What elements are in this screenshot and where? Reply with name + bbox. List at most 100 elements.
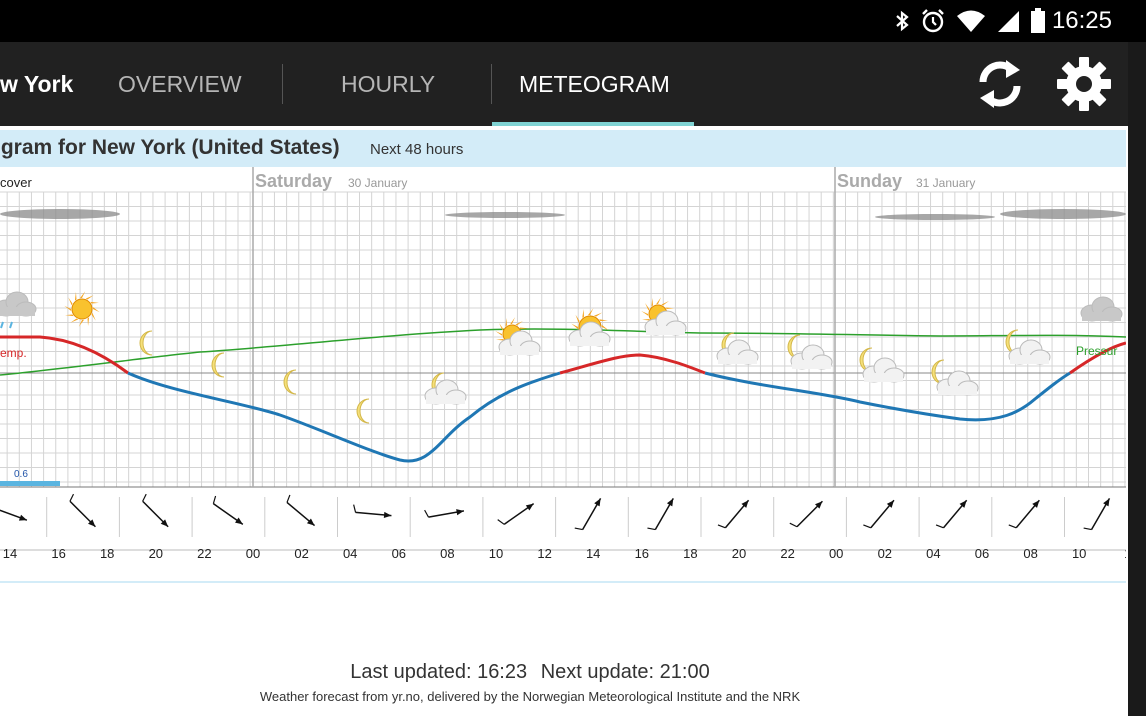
wind-barb	[353, 504, 357, 513]
wind-head	[594, 498, 601, 507]
status-bar: 16:25	[0, 0, 1146, 42]
wind-row	[0, 493, 1111, 537]
cloud-icon	[790, 344, 833, 370]
meteogram-header: ogram for New York (United States) Next …	[0, 130, 1126, 167]
sun-ray	[505, 317, 507, 327]
data-source-credit: Weather forecast from yr.no, delivered b…	[259, 689, 801, 704]
chart-bottom-border	[0, 581, 1126, 583]
update-info: Last updated: 16:23 Next update: 21:00	[0, 661, 1060, 684]
wifi-icon	[957, 10, 985, 32]
hour-tick-label: 02	[294, 546, 308, 561]
status-icons	[894, 8, 1046, 34]
wind-barb	[863, 524, 872, 529]
day-headers: Saturday 30 January Sunday 31 January	[255, 171, 975, 191]
location-tab[interactable]: w York	[0, 71, 74, 97]
refresh-icon[interactable]	[972, 56, 1028, 112]
next-update: Next update: 21:00	[540, 661, 710, 683]
sun-ray	[651, 297, 653, 307]
tab-hourly[interactable]: HOURLY	[341, 71, 436, 97]
hour-tick-label: 1	[1124, 546, 1126, 561]
last-updated: Last updated: 16:23	[350, 661, 528, 683]
sun-ray	[571, 323, 579, 330]
sun-ray	[641, 310, 649, 316]
tab-overview[interactable]: OVERVIEW	[118, 71, 242, 97]
cloud-cover-band	[0, 209, 120, 219]
cloud-icon	[936, 370, 979, 396]
wind-barb	[717, 524, 726, 529]
hour-tick-label: 20	[149, 546, 163, 561]
app-bar: w York OVERVIEW HOURLY METEOGRAM	[0, 42, 1128, 126]
sun-ray	[499, 323, 504, 331]
wind-barb	[1008, 524, 1017, 529]
sun-ray	[599, 319, 608, 321]
hour-tick-label: 22	[780, 546, 794, 561]
day-date: 30 January	[348, 176, 407, 190]
cloud-icon	[498, 330, 541, 356]
sun-ray	[661, 301, 669, 306]
cloud-base	[570, 337, 609, 346]
alarm-icon	[922, 9, 944, 33]
sun-ray	[78, 319, 84, 327]
hour-tick-label: 12	[537, 546, 551, 561]
wind-head	[235, 517, 243, 525]
clock-time: 16:25	[1051, 7, 1112, 34]
hour-tick-label: 16	[51, 546, 65, 561]
cloud-icon	[1080, 296, 1123, 322]
cloud-cover-band	[875, 214, 995, 220]
wind-head	[88, 519, 96, 527]
wind-arrow	[0, 509, 28, 521]
wind-barb	[286, 494, 291, 503]
battery-icon	[1031, 8, 1045, 33]
weather-symbols	[0, 291, 1123, 424]
sun-ray	[70, 318, 79, 323]
hour-tick-label: 20	[732, 546, 746, 561]
cloud-cover-band	[445, 212, 565, 218]
temperature-cold-segment	[127, 371, 561, 463]
hour-tick-label: 00	[829, 546, 843, 561]
moon-shape	[139, 330, 153, 356]
wind-arrow	[863, 499, 895, 529]
temperature-warm-segment	[0, 335, 129, 375]
wind-arrow	[424, 509, 465, 518]
meteogram-chart: Saturday 30 January Sunday 31 January cover…	[0, 167, 1126, 561]
wind-barb	[574, 527, 583, 531]
cloud-base	[1082, 312, 1121, 321]
cloud-base	[426, 395, 465, 404]
cloud-base	[864, 373, 903, 382]
sun-ray	[510, 317, 516, 325]
cloud-icon	[0, 291, 37, 317]
hour-tick-label: 16	[635, 546, 649, 561]
screen-edge	[1128, 42, 1146, 716]
cloud-cover-label: cover	[0, 175, 32, 190]
wind-arrow	[789, 500, 823, 528]
sun-ray	[515, 321, 523, 326]
hour-tick-label: 04	[343, 546, 357, 561]
wind-arrow	[574, 498, 602, 531]
wind-barb	[212, 495, 217, 504]
hour-tick-label: 22	[197, 546, 211, 561]
wind-barb	[69, 493, 75, 502]
wind-arrow	[647, 498, 674, 531]
wind-barb	[935, 524, 944, 529]
wind-head	[741, 500, 749, 508]
cloud-cover-band	[1000, 209, 1126, 219]
precipitation-label: 0.6	[14, 469, 28, 480]
hour-axis: 14 16 18 20 22 00 02 04 06 08 10 12 14 16 18 20 22 00 02 04…	[3, 546, 1126, 561]
wind-head	[959, 500, 967, 508]
rain-drops	[0, 321, 13, 329]
tab-meteogram[interactable]: METEOGRAM	[519, 71, 670, 97]
wind-arrow	[1083, 498, 1111, 531]
sun-disc	[71, 298, 93, 320]
cloud-icon	[716, 339, 759, 365]
bluetooth-icon	[896, 10, 909, 32]
temperature-label: emp.	[0, 346, 27, 360]
selected-tab-indicator	[492, 122, 694, 126]
sun-ray	[495, 339, 505, 341]
wind-arrow	[353, 504, 392, 519]
settings-icon[interactable]	[1056, 56, 1112, 112]
cloud-base	[718, 355, 757, 364]
wind-barb	[142, 493, 147, 502]
sun-ray	[594, 312, 603, 317]
wind-head	[886, 500, 894, 508]
sun-ray	[656, 297, 662, 305]
